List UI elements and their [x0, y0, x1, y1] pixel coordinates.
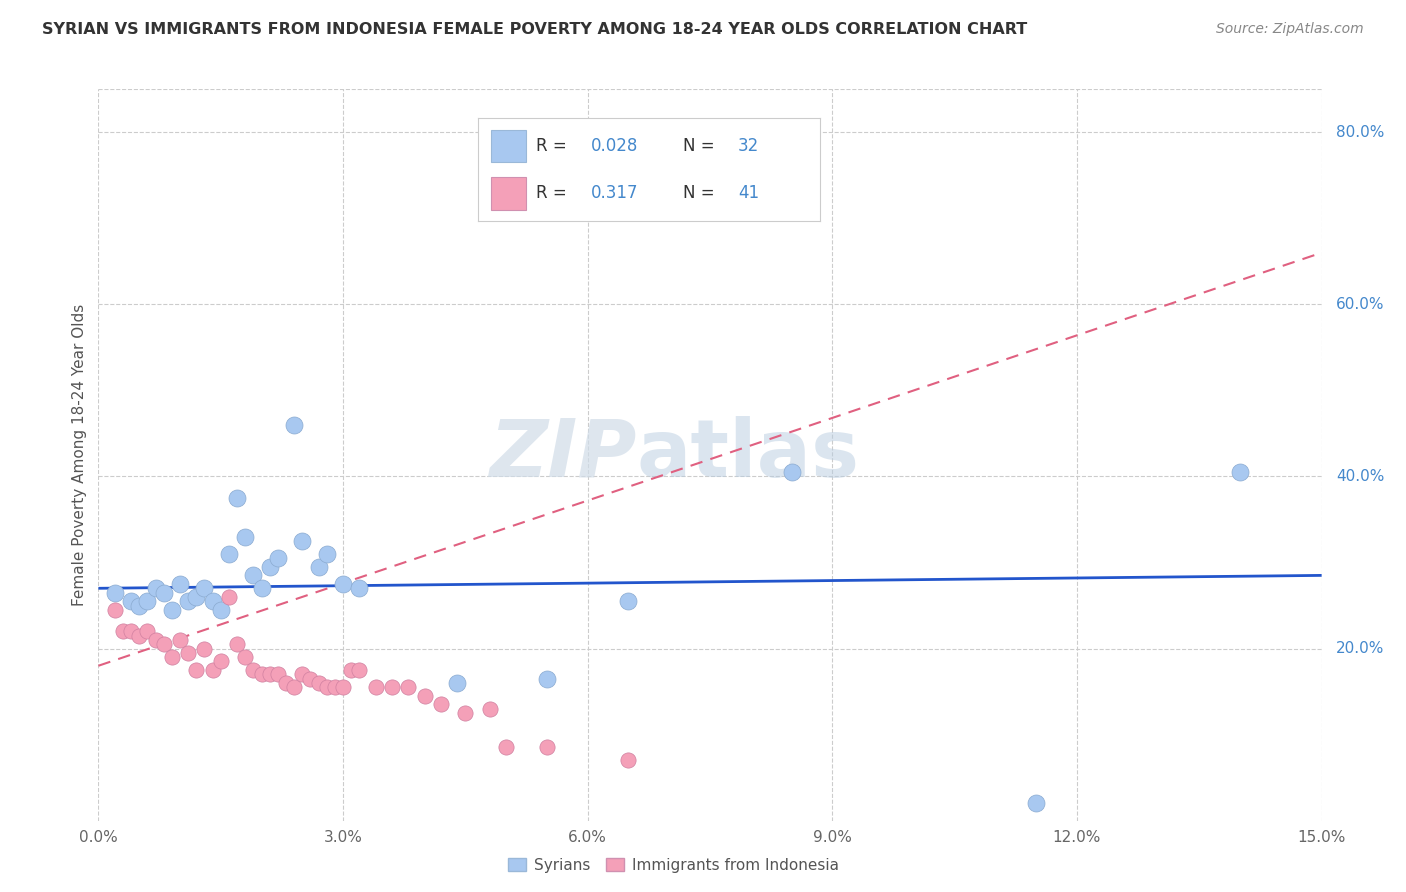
- Point: [152, 637, 174, 651]
- Point: [780, 465, 803, 479]
- Point: [349, 663, 371, 677]
- Point: [617, 594, 640, 608]
- Text: 60.0%: 60.0%: [1336, 297, 1385, 312]
- Point: [308, 676, 330, 690]
- Point: [152, 585, 174, 599]
- Text: ZIP: ZIP: [489, 416, 637, 494]
- Text: atlas: atlas: [637, 416, 859, 494]
- Point: [169, 577, 191, 591]
- Point: [283, 680, 305, 694]
- Point: [145, 632, 167, 647]
- Point: [332, 577, 354, 591]
- Point: [226, 491, 249, 505]
- Text: 80.0%: 80.0%: [1336, 125, 1385, 140]
- Point: [617, 753, 640, 767]
- Point: [364, 680, 387, 694]
- Point: [128, 629, 150, 643]
- Point: [283, 417, 305, 432]
- Point: [1229, 465, 1251, 479]
- Point: [160, 603, 183, 617]
- Point: [332, 680, 354, 694]
- Point: [454, 706, 477, 720]
- Point: [349, 582, 371, 596]
- Point: [478, 702, 501, 716]
- Point: [315, 547, 337, 561]
- Point: [413, 689, 436, 703]
- Point: [242, 568, 264, 582]
- Point: [145, 582, 167, 596]
- Point: [201, 663, 224, 677]
- Point: [209, 603, 232, 617]
- Point: [274, 676, 297, 690]
- Point: [136, 624, 159, 639]
- Point: [315, 680, 337, 694]
- Point: [193, 641, 215, 656]
- Point: [536, 672, 558, 686]
- Point: [160, 650, 183, 665]
- Text: SYRIAN VS IMMIGRANTS FROM INDONESIA FEMALE POVERTY AMONG 18-24 YEAR OLDS CORRELA: SYRIAN VS IMMIGRANTS FROM INDONESIA FEMA…: [42, 22, 1028, 37]
- Point: [446, 676, 468, 690]
- Point: [218, 590, 240, 604]
- Point: [340, 663, 363, 677]
- Point: [177, 594, 200, 608]
- Point: [308, 559, 330, 574]
- Point: [396, 680, 419, 694]
- Point: [120, 624, 142, 639]
- Point: [193, 582, 215, 596]
- Point: [242, 663, 264, 677]
- Point: [495, 740, 517, 755]
- Point: [120, 594, 142, 608]
- Point: [169, 632, 191, 647]
- Point: [104, 585, 127, 599]
- Point: [111, 624, 134, 639]
- Point: [381, 680, 404, 694]
- Point: [291, 533, 314, 548]
- Point: [259, 667, 281, 681]
- Point: [267, 551, 290, 566]
- Point: [291, 667, 314, 681]
- Point: [177, 646, 200, 660]
- Text: 40.0%: 40.0%: [1336, 469, 1385, 484]
- Point: [323, 680, 346, 694]
- Text: Source: ZipAtlas.com: Source: ZipAtlas.com: [1216, 22, 1364, 37]
- Point: [186, 663, 208, 677]
- Point: [267, 667, 290, 681]
- Point: [250, 667, 273, 681]
- Point: [233, 530, 256, 544]
- Point: [299, 672, 322, 686]
- Point: [536, 740, 558, 755]
- Point: [201, 594, 224, 608]
- Point: [226, 637, 249, 651]
- Point: [128, 599, 150, 613]
- Point: [136, 594, 159, 608]
- Text: 20.0%: 20.0%: [1336, 641, 1385, 656]
- Point: [104, 603, 127, 617]
- Point: [430, 698, 453, 712]
- Point: [186, 590, 208, 604]
- Point: [1025, 797, 1047, 811]
- Point: [209, 655, 232, 669]
- Point: [218, 547, 240, 561]
- Point: [259, 559, 281, 574]
- Y-axis label: Female Poverty Among 18-24 Year Olds: Female Poverty Among 18-24 Year Olds: [72, 304, 87, 606]
- Point: [250, 582, 273, 596]
- Point: [233, 650, 256, 665]
- Legend: Syrians, Immigrants from Indonesia: Syrians, Immigrants from Indonesia: [502, 852, 845, 879]
